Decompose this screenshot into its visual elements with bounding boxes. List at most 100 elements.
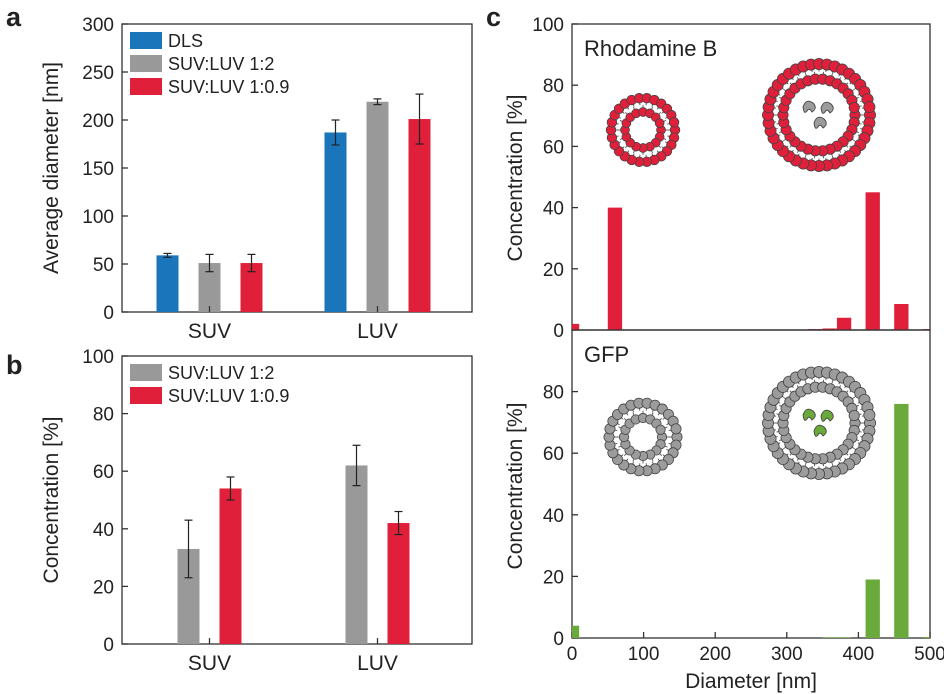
bar-luv-series-1: [387, 523, 410, 644]
cargo-protein: [813, 424, 827, 437]
legend-a: DLS SUV:LUV 1:2 SUV:LUV 1:0.9: [130, 31, 289, 97]
cargo-protein: [802, 408, 816, 421]
y-tick-label: 40: [543, 199, 564, 220]
x-tick-label: 100: [628, 644, 660, 665]
bars-c-top: [572, 192, 930, 330]
y-ticks-b: 0 20 40 60 80 100: [82, 347, 128, 656]
legend-label: DLS: [168, 31, 203, 51]
cargo-protein: [813, 116, 827, 129]
annotation-rhodamine-b: Rhodamine B: [584, 36, 717, 61]
y-tick-label: 300: [82, 15, 114, 36]
x-tick-label: 200: [699, 644, 731, 665]
bars-b: [177, 444, 410, 644]
legend-swatch: [130, 364, 162, 381]
bar-suv-series-0: [177, 548, 200, 644]
lipid-head: [848, 101, 860, 114]
legend-label: SUV:LUV 1:0.9: [168, 386, 289, 406]
histogram-bar: [822, 328, 837, 330]
lipid-head: [863, 409, 876, 422]
y-tick-label: 0: [103, 303, 114, 324]
chart-panel-c-top: 0 20 40 60 80 100 Rhodamine B Concentration […: [504, 15, 931, 342]
bar-luv-series-0: [345, 465, 368, 644]
y-tick-label: 100: [82, 207, 114, 228]
x-axis-label-c-bottom: Diameter [nm]: [685, 670, 817, 693]
y-tick-label: 20: [543, 260, 564, 281]
lipid-head: [654, 118, 665, 128]
y-ticks-c-top: 0 20 40 60 80 100: [532, 15, 578, 342]
histogram-bar: [836, 317, 852, 330]
x-category-label: LUV: [357, 320, 398, 343]
y-tick-label: 60: [543, 137, 564, 158]
y-tick-label: 50: [93, 255, 114, 276]
cargo-protein: [802, 100, 816, 113]
legend-swatch: [130, 32, 162, 49]
y-tick-label: 80: [543, 76, 564, 97]
histogram-bar: [836, 637, 852, 638]
y-tick-label: 100: [532, 15, 564, 36]
histogram-bar: [894, 303, 909, 330]
cargo-protein: [820, 101, 834, 114]
cargo-protein: [820, 409, 834, 422]
y-tick-label: 80: [93, 405, 114, 426]
y-tick-label: 150: [82, 159, 114, 180]
histogram-bar: [572, 323, 580, 330]
x-categories-a: SUV LUV: [188, 306, 398, 343]
bar-suv-series-2: [240, 263, 263, 312]
bar-suv-series-0: [156, 255, 179, 312]
chart-panel-a: 0 50 100 150 200 250 300 SUV LUV Average diamet…: [40, 15, 473, 343]
y-tick-label: 20: [93, 577, 114, 598]
lipid-head: [848, 409, 860, 422]
y-tick-label: 0: [103, 635, 114, 656]
legend-swatch: [130, 387, 162, 404]
y-tick-label: 200: [82, 111, 114, 132]
legend-label: SUV:LUV 1:2: [168, 363, 274, 383]
small-vesicle-rhodamine-icon: [605, 93, 681, 167]
y-tick-label: 40: [543, 506, 564, 527]
x-ticks-c-bottom: 0 100 200 300 400 500: [567, 632, 944, 665]
histogram-bar: [922, 637, 930, 638]
x-tick-label: 500: [914, 644, 944, 665]
large-vesicle-gfp-icon: [761, 365, 877, 481]
histogram-bar: [572, 625, 580, 638]
y-tick-label: 0: [553, 629, 564, 650]
histogram-bar: [894, 403, 909, 638]
x-category-label: LUV: [357, 652, 398, 675]
y-tick-label: 20: [543, 567, 564, 588]
legend-label: SUV:LUV 1:0.9: [168, 77, 289, 97]
x-tick-label: 400: [843, 644, 875, 665]
large-vesicle-rhodamine-icon: [761, 57, 877, 173]
bar-suv-series-1: [198, 263, 221, 312]
x-tick-label: 300: [771, 644, 803, 665]
y-tick-label: 100: [82, 347, 114, 368]
chart-panel-c-bottom: 0 20 40 60 80 0 100 200 300 400 500 GFP Concentra…: [504, 329, 944, 693]
bars-c-bottom: [572, 403, 930, 638]
histogram-bar: [865, 192, 880, 330]
plot-frame-c-bottom: [571, 329, 931, 639]
bar-suv-series-1: [219, 488, 242, 644]
y-axis-label-a: Average diameter [nm]: [40, 62, 63, 274]
bars-a: [156, 93, 431, 312]
lipid-head: [863, 101, 876, 114]
x-category-label: SUV: [188, 320, 231, 343]
bar-luv-series-1: [366, 101, 389, 312]
y-axis-label-b: Concentration [%]: [40, 417, 63, 584]
y-tick-label: 60: [93, 462, 114, 483]
y-axis-label-c-top: Concentration [%]: [504, 95, 527, 262]
y-tick-label: 0: [553, 321, 564, 342]
plot-frame-b: [121, 355, 473, 645]
small-vesicle-empty-icon: [603, 397, 683, 477]
x-tick-label: 0: [567, 644, 578, 665]
panel-letter-b: b: [6, 350, 23, 380]
lipid-head: [668, 117, 680, 128]
legend-b: SUV:LUV 1:2 SUV:LUV 1:0.9: [130, 363, 289, 406]
bar-luv-series-0: [324, 132, 347, 312]
bar-luv-series-2: [408, 119, 431, 312]
y-tick-label: 40: [93, 520, 114, 541]
annotation-gfp: GFP: [584, 342, 629, 367]
y-tick-label: 250: [82, 63, 114, 84]
legend-label: SUV:LUV 1:2: [168, 54, 274, 74]
y-ticks-a: 0 50 100 150 200 250 300: [82, 15, 128, 324]
y-tick-label: 60: [543, 444, 564, 465]
x-category-label: SUV: [188, 652, 231, 675]
